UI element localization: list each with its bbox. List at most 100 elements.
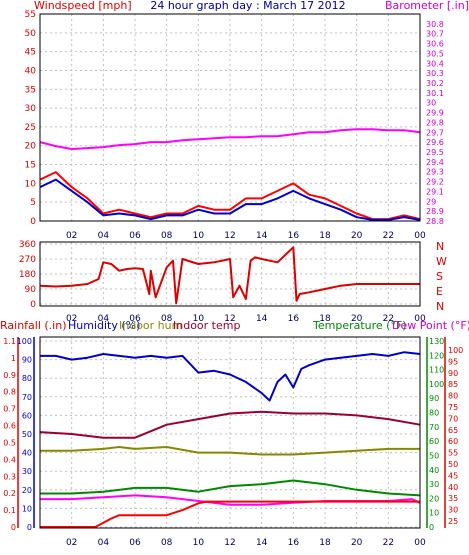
temperature-tick-label: 120 [429, 351, 444, 360]
windspeed-tick-label: 5 [30, 198, 36, 208]
barometer-tick-label: 29.4 [426, 158, 444, 167]
windspeed-axis-label: Windspeed [mph] [34, 0, 132, 12]
x-tick-label: 18 [319, 231, 331, 241]
x-tick-label: 18 [319, 538, 331, 548]
humidity-tick-label: 30 [22, 467, 32, 476]
x-tick-label: 08 [161, 538, 173, 548]
rainfall-tick-label: 1 [11, 354, 16, 363]
direction-tick-label: 360 [19, 240, 36, 250]
panel2-series [39, 246, 420, 305]
wind-direction-line [39, 246, 420, 305]
windspeed-line [39, 178, 421, 221]
indoor-hum-line [40, 446, 420, 456]
barometer-line [39, 128, 421, 150]
barometer-tick-label: 29.7 [426, 128, 444, 137]
direction-tick-label: 0 [30, 300, 36, 310]
rainfall-tick-label: 0.6 [3, 422, 16, 431]
x-tick-label: 20 [351, 231, 363, 241]
x-tick-label: 00 [414, 231, 426, 241]
temperature-tick-label: 60 [429, 437, 439, 446]
x-tick-label: 22 [383, 231, 394, 241]
windspeed-tick-label: 45 [25, 48, 36, 58]
panel1-windspeed-axis: 0 5 10 15 20 25 30 35 40 45 50 55 [25, 10, 37, 227]
windspeed-tick-label: 25 [25, 123, 36, 133]
panel1-frame [39, 13, 421, 222]
dewpoint-tick-label: 90 [448, 369, 458, 378]
dewpoint-tick-label: 35 [448, 494, 458, 503]
x-tick-label: 16 [288, 314, 300, 324]
barometer-tick-label: 30.4 [426, 59, 444, 68]
compass-label: W [436, 255, 447, 268]
x-tick-label: 08 [161, 231, 173, 241]
rainfall-tick-label: 0.1 [3, 506, 16, 515]
panel2-x-axis: 02 04 06 08 10 12 14 16 18 20 22 00 [66, 314, 426, 324]
temperature-tick-label: 40 [429, 466, 439, 475]
barometer-tick-label: 29 [426, 197, 436, 206]
x-tick-label: 04 [98, 231, 110, 241]
rainfall-tick-label: 0.2 [3, 489, 16, 498]
barometer-tick-label: 30.6 [426, 40, 444, 49]
x-tick-label: 08 [161, 314, 173, 324]
temperature-tick-label: 90 [429, 394, 439, 403]
panel3-series [39, 351, 421, 528]
x-tick-label: 18 [319, 314, 331, 324]
barometer-tick-label: 30.7 [426, 30, 444, 39]
barometer-tick-label: 30.1 [426, 89, 444, 98]
dewpoint-tick-label: 75 [448, 403, 458, 412]
chart-title: 24 hour graph day : March 17 2012 [150, 0, 345, 12]
dewpoint-tick-label: 85 [448, 380, 458, 389]
x-tick-label: 10 [193, 231, 205, 241]
barometer-tick-label: 30.5 [426, 49, 444, 58]
humidity-tick-label: 40 [22, 449, 32, 458]
x-tick-label: 02 [66, 314, 77, 324]
windspeed-tick-label: 10 [25, 179, 37, 189]
temperature-tick-label: 130 [429, 337, 444, 346]
rainfall-line [40, 500, 420, 528]
x-tick-label: 12 [224, 231, 235, 241]
x-tick-label: 16 [288, 538, 300, 548]
dewpoint-axis-label: Dew Point (°F) [392, 319, 469, 332]
x-tick-label: 10 [193, 538, 205, 548]
x-tick-label: 14 [256, 314, 268, 324]
rainfall-tick-label: 0.9 [3, 371, 16, 380]
x-tick-label: 12 [224, 314, 235, 324]
humidity-axis-label: Humidity (%) [68, 319, 140, 332]
panel2-frame [39, 241, 421, 307]
windspeed-tick-label: 20 [25, 142, 37, 152]
x-tick-label: 14 [256, 538, 268, 548]
dewpoint-tick-label: 40 [448, 483, 458, 492]
temperature-tick-label: 10 [429, 509, 439, 518]
barometer-tick-label: 30.8 [426, 20, 444, 29]
temperature-tick-label: 30 [429, 480, 439, 489]
barometer-tick-label: 30 [426, 99, 436, 108]
barometer-tick-label: 28.9 [426, 207, 444, 216]
x-tick-label: 22 [383, 314, 394, 324]
x-tick-label: 06 [129, 231, 141, 241]
barometer-tick-label: 29.3 [426, 168, 444, 177]
temperature-tick-label: 80 [429, 409, 439, 418]
temperature-tick-label: 50 [429, 451, 439, 460]
barometer-axis-label: Barometer [.in] [385, 0, 469, 12]
panel1-series [39, 128, 421, 221]
dewpoint-tick-label: 45 [448, 471, 458, 480]
x-tick-label: 04 [98, 538, 110, 548]
barometer-tick-label: 30.3 [426, 69, 444, 78]
dewpoint-tick-label: 80 [448, 392, 458, 401]
barometer-tick-label: 29.2 [426, 178, 444, 187]
rainfall-tick-label: 0 [11, 523, 16, 532]
rainfall-tick-label: 0.4 [3, 455, 16, 464]
indoor-hum-axis-label: Indoor hum [119, 319, 182, 332]
x-tick-label: 00 [414, 314, 426, 324]
panel2-direction-axis: 0 90 180 270 360 [19, 240, 36, 310]
x-tick-label: 06 [129, 538, 141, 548]
panel1-barometer-axis: 28.828.92929.129.229.329.429.529.629.729… [426, 20, 444, 226]
windspeed-tick-label: 55 [25, 10, 36, 20]
barometer-tick-label: 29.6 [426, 138, 444, 147]
dewpoint-tick-label: 70 [448, 414, 458, 423]
humidity-tick-label: 70 [22, 393, 32, 402]
humidity-tick-label: 80 [22, 374, 32, 383]
barometer-tick-label: 29.9 [426, 109, 444, 118]
temperature-tick-label: 0 [429, 523, 434, 532]
